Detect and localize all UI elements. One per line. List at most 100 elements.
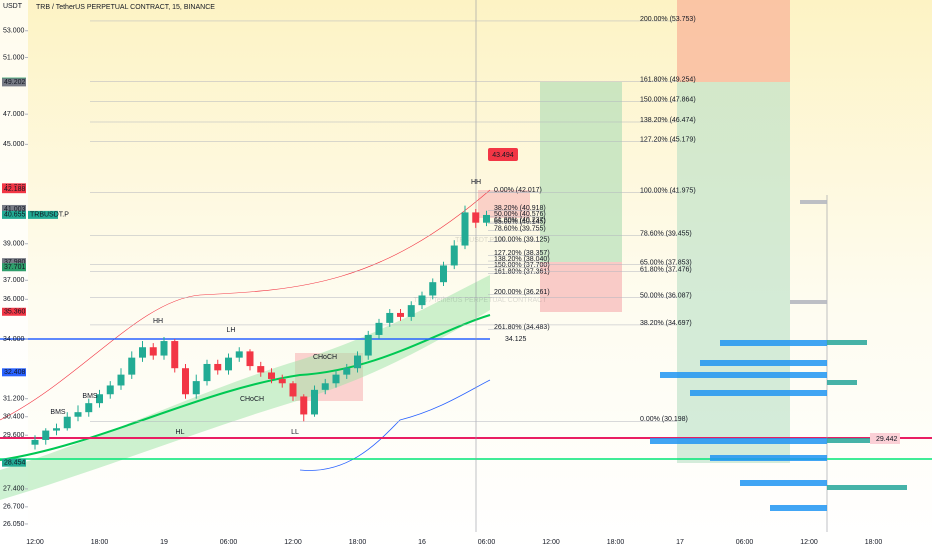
fib-label: 138.20% (46.474) [640, 117, 696, 124]
x-tick-label: 18:00 [607, 539, 625, 546]
structure-label: HH [471, 179, 481, 186]
price-badge-label: 28.454 [4, 460, 26, 467]
fib-label: 100.00% (41.975) [640, 188, 696, 195]
structure-label: BMS [82, 393, 98, 400]
price-badge-label: 32.408 [4, 369, 26, 376]
fib-label: 78.60% (39.755) [494, 225, 546, 232]
x-tick-label: 16 [418, 539, 426, 546]
symbol-badge [28, 210, 58, 219]
candle-body [74, 412, 82, 417]
price-badge [2, 263, 26, 272]
price-badge-label: 37.980 [4, 259, 26, 266]
candle-body [289, 383, 297, 397]
upper-envelope [0, 189, 491, 421]
symbol-badge-label: TRBUSDT.P [30, 212, 69, 219]
fib-label: 150.00% (47.864) [640, 96, 696, 103]
watermark: TRBUSDT.P, 15 [455, 237, 505, 244]
candle-body [171, 341, 179, 369]
fib-label: 161.80% (37.361) [494, 268, 550, 275]
ma-line [0, 314, 491, 461]
candle-body [332, 374, 340, 384]
candle-body [450, 245, 458, 266]
x-tick-label: 06:00 [220, 539, 238, 546]
candle-body [214, 363, 222, 371]
candle-body [85, 403, 93, 413]
candle-body [278, 378, 286, 384]
fib-label: 50.00% (40.576) [494, 211, 546, 218]
candle-body [397, 312, 404, 317]
volume-profile [650, 200, 907, 511]
price-badge [2, 307, 26, 316]
x-tick-label: 17 [676, 539, 684, 546]
y-tick-label: 45.000 [3, 141, 25, 148]
x-tick-label: 18:00 [865, 539, 883, 546]
fib-label: 138.20% (38.040) [494, 256, 550, 263]
x-tick-label: 12:00 [26, 539, 44, 546]
x-tick-label: 06:00 [736, 539, 754, 546]
candle-body [375, 322, 383, 335]
price-badge [2, 78, 26, 87]
x-tick-label: 18:00 [91, 539, 109, 546]
price-badge [2, 368, 26, 377]
candle-body [364, 334, 372, 356]
candle-body [203, 363, 211, 382]
y-tick-label: 26.700 [3, 504, 25, 511]
fib-label: 38.20% (40.918) [494, 205, 546, 212]
y-tick-label: 26.050 [3, 521, 25, 528]
price-badge-label: 40.655 [4, 212, 26, 219]
price-badge [2, 204, 26, 213]
fib-label: 61.80% (40.237) [494, 217, 546, 224]
fib-label: 65.00% (37.853) [640, 259, 692, 266]
candle-body [246, 351, 254, 367]
y-tick-label: 53.000 [3, 28, 25, 35]
long-stop-zone [540, 262, 622, 312]
candle-body [182, 368, 189, 395]
y-tick-label: 47.000 [3, 111, 25, 118]
high-bubble [488, 148, 518, 161]
fib-label: 200.00% (36.261) [494, 289, 550, 296]
x-tick-label: 19 [160, 539, 168, 546]
candle-body [354, 355, 361, 369]
structure-label: BMS [50, 409, 66, 416]
fib-label: 61.80% (37.476) [640, 266, 692, 273]
candle-body [128, 357, 136, 375]
candle-body [343, 368, 351, 375]
price-badge [2, 185, 26, 194]
y-tick-label: 37.000 [3, 277, 25, 284]
price-badge-label: 49.202 [4, 79, 26, 86]
price-badge [2, 258, 26, 267]
lower-envelope [299, 379, 491, 471]
currency: USDT [3, 3, 23, 10]
candle-body [235, 351, 243, 358]
candle-body [106, 385, 114, 395]
y-tick-label: 51.000 [3, 54, 25, 61]
y-tick-label: 29.600 [3, 432, 25, 439]
candle-body [321, 383, 329, 390]
long-target-zone [540, 82, 622, 262]
fib-label: 127.20% (38.357) [494, 250, 550, 257]
structure-label: HH [153, 318, 163, 325]
fib-label: 161.80% (49.254) [640, 76, 696, 83]
candle-body [31, 439, 39, 445]
y-tick-label: 30.400 [3, 414, 25, 421]
x-tick-label: 18:00 [349, 539, 367, 546]
candle-body [53, 428, 60, 431]
x-tick-label: 12:00 [284, 539, 302, 546]
fib-label: 150.00% (37.700) [494, 262, 550, 269]
position-zone [677, 82, 790, 463]
fib-label: 127.20% (45.179) [640, 136, 696, 143]
candle-body [407, 305, 415, 317]
target-zone [677, 0, 790, 82]
candle-body [63, 416, 71, 429]
structure-label: LH [227, 327, 236, 334]
price-badge [2, 210, 26, 219]
level-label: 34.125 [505, 336, 527, 343]
fib-label: 50.00% (36.087) [640, 292, 692, 299]
candle-body [440, 265, 447, 283]
candle-body [429, 282, 437, 296]
fib-label: 38.20% (34.697) [640, 320, 692, 327]
candle-body [42, 430, 50, 440]
fib-label: 0.00% (42.017) [494, 187, 542, 194]
